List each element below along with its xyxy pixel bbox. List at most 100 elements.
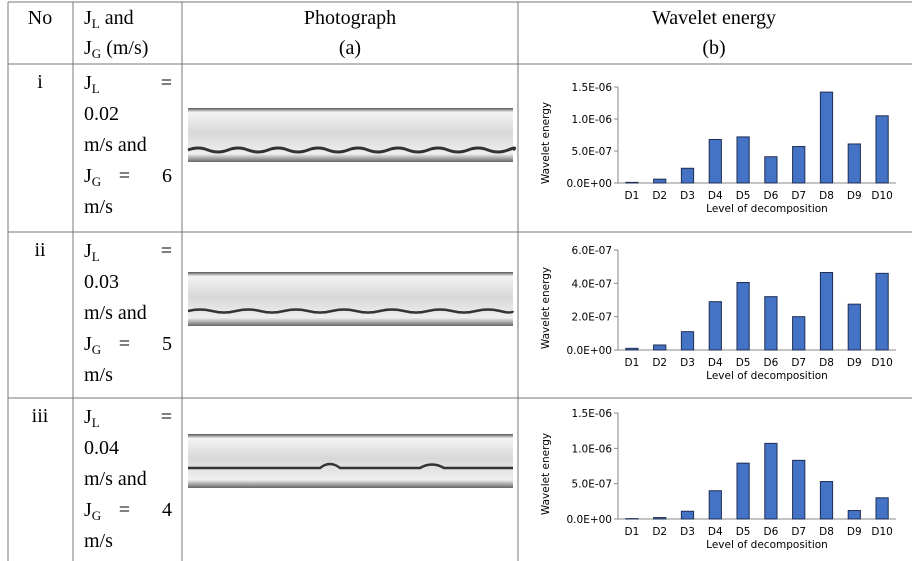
x-tick-label: D9	[847, 526, 862, 538]
bar	[653, 517, 667, 520]
condition-part: 0.03	[84, 271, 119, 293]
x-tick-label: D7	[791, 190, 806, 202]
condition-part: J	[84, 333, 92, 355]
y-tick-label: 1.5E-06	[572, 408, 613, 420]
condition-part: 0.02	[84, 103, 119, 125]
condition-part: G	[92, 174, 101, 189]
condition-value: 4	[162, 499, 172, 521]
condition-part: m/s	[84, 530, 113, 552]
bar	[708, 301, 722, 351]
condition-part: J	[84, 406, 92, 428]
header-photograph: (a)	[339, 37, 361, 59]
bar	[708, 138, 722, 184]
condition-part: J	[84, 72, 92, 94]
y-tick-label: 0.0E+00	[567, 178, 613, 190]
condition-line: 0.03	[84, 271, 119, 293]
row-no: iii	[32, 405, 49, 427]
condition-value: 6	[162, 165, 172, 187]
x-tick-label: D5	[736, 526, 751, 538]
condition-equals: =	[161, 406, 172, 428]
bar	[653, 178, 667, 184]
condition-part: m/s and	[84, 468, 147, 490]
bar	[625, 347, 639, 351]
condition-part: L	[92, 249, 100, 264]
header-condition-part: J	[84, 7, 92, 29]
condition-equals: =	[119, 333, 130, 355]
table-grid	[7, 1, 912, 561]
x-tick-label: D3	[680, 526, 695, 538]
x-tick-label: D9	[847, 357, 862, 369]
bar	[792, 459, 806, 520]
condition-part: L	[92, 415, 100, 430]
row-no: i	[37, 71, 43, 93]
bar	[847, 510, 861, 520]
bar	[680, 510, 695, 520]
bar	[819, 481, 834, 520]
y-tick-label: 1.5E-06	[572, 82, 613, 94]
bar	[847, 143, 861, 184]
row-no: ii	[34, 239, 46, 261]
x-tick-label: D6	[764, 526, 779, 538]
header-photograph: Photograph	[304, 7, 396, 29]
x-tick-label: D7	[791, 526, 806, 538]
bar	[819, 91, 834, 184]
x-tick-label: D4	[708, 526, 723, 538]
header-condition-part: (m/s)	[101, 37, 148, 59]
y-axis-label: Wavelet energy	[540, 267, 552, 349]
x-axis-label: Level of decomposition	[706, 370, 828, 382]
condition-part: J	[84, 165, 92, 187]
bar	[764, 296, 778, 351]
condition-line: m/s	[84, 196, 113, 218]
bar	[736, 462, 750, 520]
header-condition: JL and	[84, 7, 134, 31]
bar	[764, 442, 778, 520]
header-wavelet: Wavelet energy	[652, 7, 776, 29]
header-condition-part: G	[92, 46, 101, 61]
y-axis-label: Wavelet energy	[540, 102, 552, 184]
condition-equals: =	[119, 499, 130, 521]
y-tick-label: 5.0E-07	[572, 146, 612, 158]
x-tick-label: D2	[652, 526, 667, 538]
condition-part: m/s	[84, 364, 113, 386]
condition-part: m/s and	[84, 302, 147, 324]
condition-line: 0.04	[84, 437, 119, 459]
bar	[875, 497, 889, 520]
condition-equals: =	[161, 72, 172, 94]
photo	[188, 434, 513, 488]
bar	[625, 181, 639, 184]
condition-line: m/s and	[84, 468, 147, 490]
y-tick-label: 6.0E-07	[572, 245, 612, 257]
bar	[819, 272, 834, 351]
x-tick-label: D8	[819, 357, 834, 369]
header-condition: JG (m/s)	[84, 37, 148, 61]
x-tick-label: D1	[625, 526, 640, 538]
y-tick-label: 0.0E+00	[567, 514, 613, 526]
y-tick-label: 1.0E-06	[572, 114, 613, 126]
bar	[875, 115, 889, 184]
condition-line: JG	[84, 499, 101, 523]
condition-part: m/s	[84, 196, 113, 218]
x-tick-label: D10	[871, 526, 892, 538]
photo	[188, 272, 513, 326]
condition-line: JL	[84, 72, 100, 96]
bar	[736, 282, 750, 351]
condition-line: JG	[84, 333, 101, 357]
condition-line: m/s and	[84, 302, 147, 324]
condition-line: JG	[84, 165, 101, 189]
condition-part: G	[92, 342, 101, 357]
x-tick-label: D3	[680, 190, 695, 202]
condition-part: m/s and	[84, 134, 147, 156]
x-axis-label: Level of decomposition	[706, 203, 828, 215]
condition-part: 0.04	[84, 437, 119, 459]
condition-part: J	[84, 499, 92, 521]
bar	[653, 344, 667, 351]
condition-part: G	[92, 508, 101, 523]
bar	[708, 490, 722, 520]
header-no: No	[28, 7, 52, 29]
x-tick-label: D6	[764, 357, 779, 369]
header-condition-part: L	[92, 16, 100, 31]
x-tick-label: D2	[652, 357, 667, 369]
photographs	[187, 108, 517, 488]
x-tick-label: D2	[652, 190, 667, 202]
